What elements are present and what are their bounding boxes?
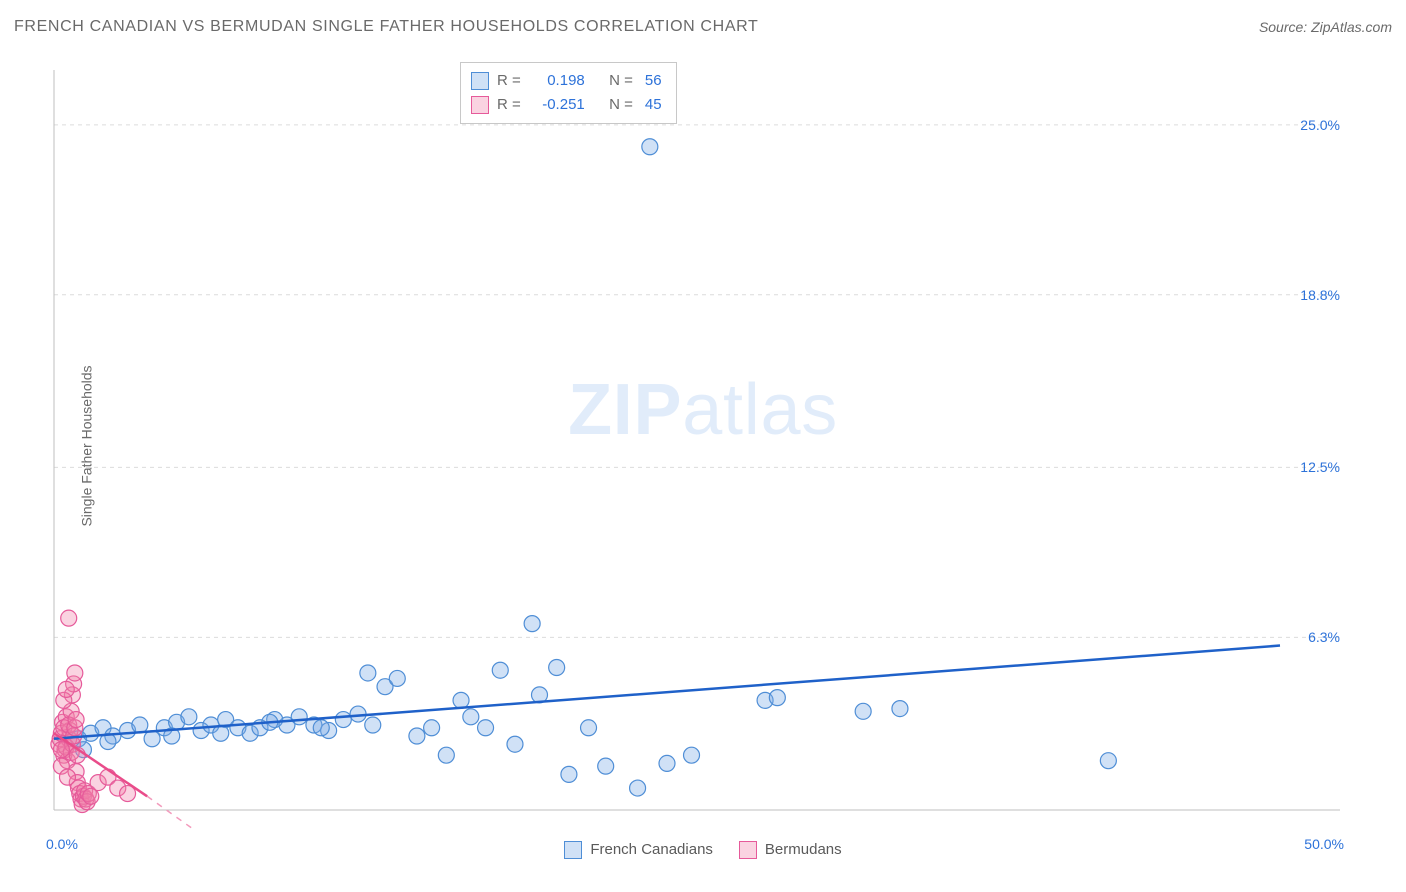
bottom-legend: French Canadians Bermudans: [0, 838, 1406, 862]
source-label: Source: ZipAtlas.com: [1259, 19, 1392, 35]
legend-item-blue: French Canadians: [564, 838, 713, 862]
stat-row-pink: R = -0.251 N = 45: [471, 93, 662, 117]
data-point: [581, 720, 597, 736]
swatch-pink-icon: [471, 96, 489, 114]
data-point: [365, 717, 381, 733]
data-point: [892, 701, 908, 717]
data-point: [1100, 753, 1116, 769]
stat-R-pink: -0.251: [533, 93, 585, 117]
legend-item-pink: Bermudans: [739, 838, 842, 862]
legend-label-blue: French Canadians: [590, 838, 713, 862]
data-point: [58, 681, 74, 697]
y-tick-label: 25.0%: [1300, 117, 1340, 133]
data-point: [684, 747, 700, 763]
data-point: [67, 665, 83, 681]
trend-line-blue: [54, 646, 1280, 739]
stat-N-pink: 45: [645, 93, 662, 117]
stat-N-prefix: N =: [609, 93, 633, 117]
data-point: [642, 139, 658, 155]
data-point: [630, 780, 646, 796]
data-point: [53, 742, 69, 758]
data-point: [335, 712, 351, 728]
data-point: [855, 703, 871, 719]
data-point: [463, 709, 479, 725]
data-point: [181, 709, 197, 725]
data-point: [59, 769, 75, 785]
data-point: [561, 766, 577, 782]
stat-N-prefix: N =: [609, 69, 633, 93]
data-point: [478, 720, 494, 736]
data-point: [453, 692, 469, 708]
data-point: [68, 712, 84, 728]
data-point: [524, 616, 540, 632]
stat-R-prefix: R =: [497, 93, 521, 117]
stat-row-blue: R = 0.198 N = 56: [471, 69, 662, 93]
data-point: [291, 709, 307, 725]
data-point: [598, 758, 614, 774]
data-point: [313, 720, 329, 736]
swatch-pink-icon: [739, 841, 757, 859]
data-point: [438, 747, 454, 763]
stat-N-blue: 56: [645, 69, 662, 93]
scatter-chart: [50, 60, 1340, 830]
data-point: [389, 670, 405, 686]
data-point: [61, 610, 77, 626]
stat-R-prefix: R =: [497, 69, 521, 93]
y-tick-label: 6.3%: [1308, 629, 1340, 645]
legend-label-pink: Bermudans: [765, 838, 842, 862]
data-point: [424, 720, 440, 736]
data-point: [360, 665, 376, 681]
data-point: [549, 659, 565, 675]
y-tick-label: 12.5%: [1300, 459, 1340, 475]
swatch-blue-icon: [564, 841, 582, 859]
data-point: [507, 736, 523, 752]
data-point: [659, 755, 675, 771]
y-tick-label: 18.8%: [1300, 287, 1340, 303]
stat-R-blue: 0.198: [533, 69, 585, 93]
chart-title: FRENCH CANADIAN VS BERMUDAN SINGLE FATHE…: [14, 18, 758, 36]
stat-legend: R = 0.198 N = 56 R = -0.251 N = 45: [460, 62, 677, 124]
trend-line-pink-extrapolate: [147, 796, 262, 830]
swatch-blue-icon: [471, 72, 489, 90]
data-point: [409, 728, 425, 744]
data-point: [769, 690, 785, 706]
plot-area: 6.3%12.5%18.8%25.0% 0.0% 50.0%: [50, 60, 1340, 830]
data-point: [492, 662, 508, 678]
